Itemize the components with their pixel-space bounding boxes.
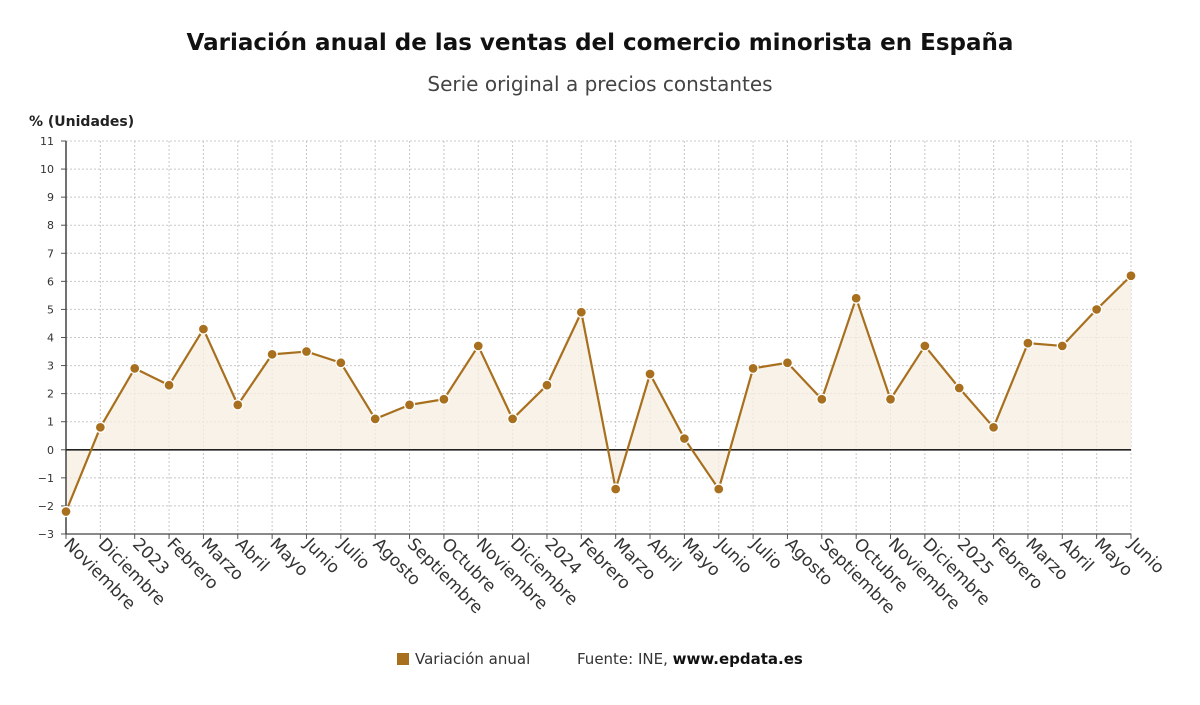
x-tick-label: Mayo <box>266 534 312 580</box>
legend-swatch <box>397 653 409 665</box>
legend-label: Variación anual <box>415 650 531 668</box>
data-point <box>1022 337 1034 349</box>
data-point <box>94 421 107 433</box>
data-point <box>987 421 1000 433</box>
y-tick-label: −1 <box>38 472 54 485</box>
data-point <box>747 362 759 375</box>
x-tick-label: Mayo <box>1090 534 1136 580</box>
data-point <box>369 413 381 425</box>
data-point <box>575 306 587 318</box>
data-point <box>816 393 828 405</box>
grid <box>66 140 1132 535</box>
source-prefix: Fuente: INE, <box>577 650 668 668</box>
data-point <box>678 432 691 445</box>
y-tick-label: 6 <box>47 275 54 288</box>
data-point <box>884 393 897 405</box>
data-point <box>1090 303 1103 316</box>
data-point <box>1125 270 1137 282</box>
chart-subtitle: Serie original a precios constantes <box>427 72 773 96</box>
data-point <box>60 505 72 518</box>
y-tick-label: 7 <box>47 247 54 260</box>
data-point <box>232 399 244 411</box>
y-tick-label: 4 <box>47 332 54 345</box>
series-line-path <box>64 274 1132 512</box>
source-link[interactable]: www.epdata.es <box>672 650 803 668</box>
data-point <box>610 483 622 495</box>
data-point <box>438 393 450 405</box>
y-tick-label: 2 <box>47 388 54 401</box>
legend: Variación anual <box>397 650 530 668</box>
data-points <box>60 270 1137 518</box>
data-point <box>163 379 175 391</box>
x-tick-label: Mayo <box>678 534 724 580</box>
data-point <box>197 323 210 335</box>
data-point <box>953 382 965 394</box>
chart-title: Variación anual de las ventas del comerc… <box>186 30 1014 56</box>
area-fill <box>66 275 1131 512</box>
y-tick-label: 3 <box>47 360 54 373</box>
data-point <box>129 362 141 375</box>
y-tick-label: 10 <box>40 163 54 176</box>
data-point <box>403 399 416 411</box>
data-point <box>335 357 347 369</box>
source-note: Fuente: INE, www.epdata.es <box>577 650 803 668</box>
x-tick-labels: NoviembreDiciembre2023FebreroMarzoAbrilM… <box>59 534 1168 618</box>
y-tick-label: −3 <box>38 528 54 541</box>
y-tick-label: 5 <box>47 303 54 316</box>
data-point <box>1056 340 1068 352</box>
y-tick-label: 0 <box>47 444 54 457</box>
series-area <box>66 275 1131 512</box>
data-point <box>781 357 794 369</box>
series-line <box>64 274 1132 512</box>
data-point <box>850 292 862 304</box>
y-tick-labels: −3 −2 −1 0 1 2 3 4 5 6 7 8 9 10 11 <box>38 135 54 541</box>
y-axis-label: % (Unidades) <box>29 114 135 130</box>
y-tick-label: 11 <box>40 135 54 148</box>
data-point <box>644 368 656 380</box>
y-tick-label: 1 <box>47 416 54 429</box>
data-point <box>506 413 519 425</box>
data-point <box>713 483 725 495</box>
axes <box>61 140 1132 539</box>
y-tick-label: 9 <box>47 191 54 204</box>
data-point <box>919 340 931 352</box>
y-tick-label: 8 <box>47 219 54 232</box>
data-point <box>541 379 553 391</box>
data-point <box>300 345 313 358</box>
data-point <box>472 340 484 352</box>
y-tick-label: −2 <box>38 500 54 513</box>
data-point <box>266 348 278 360</box>
